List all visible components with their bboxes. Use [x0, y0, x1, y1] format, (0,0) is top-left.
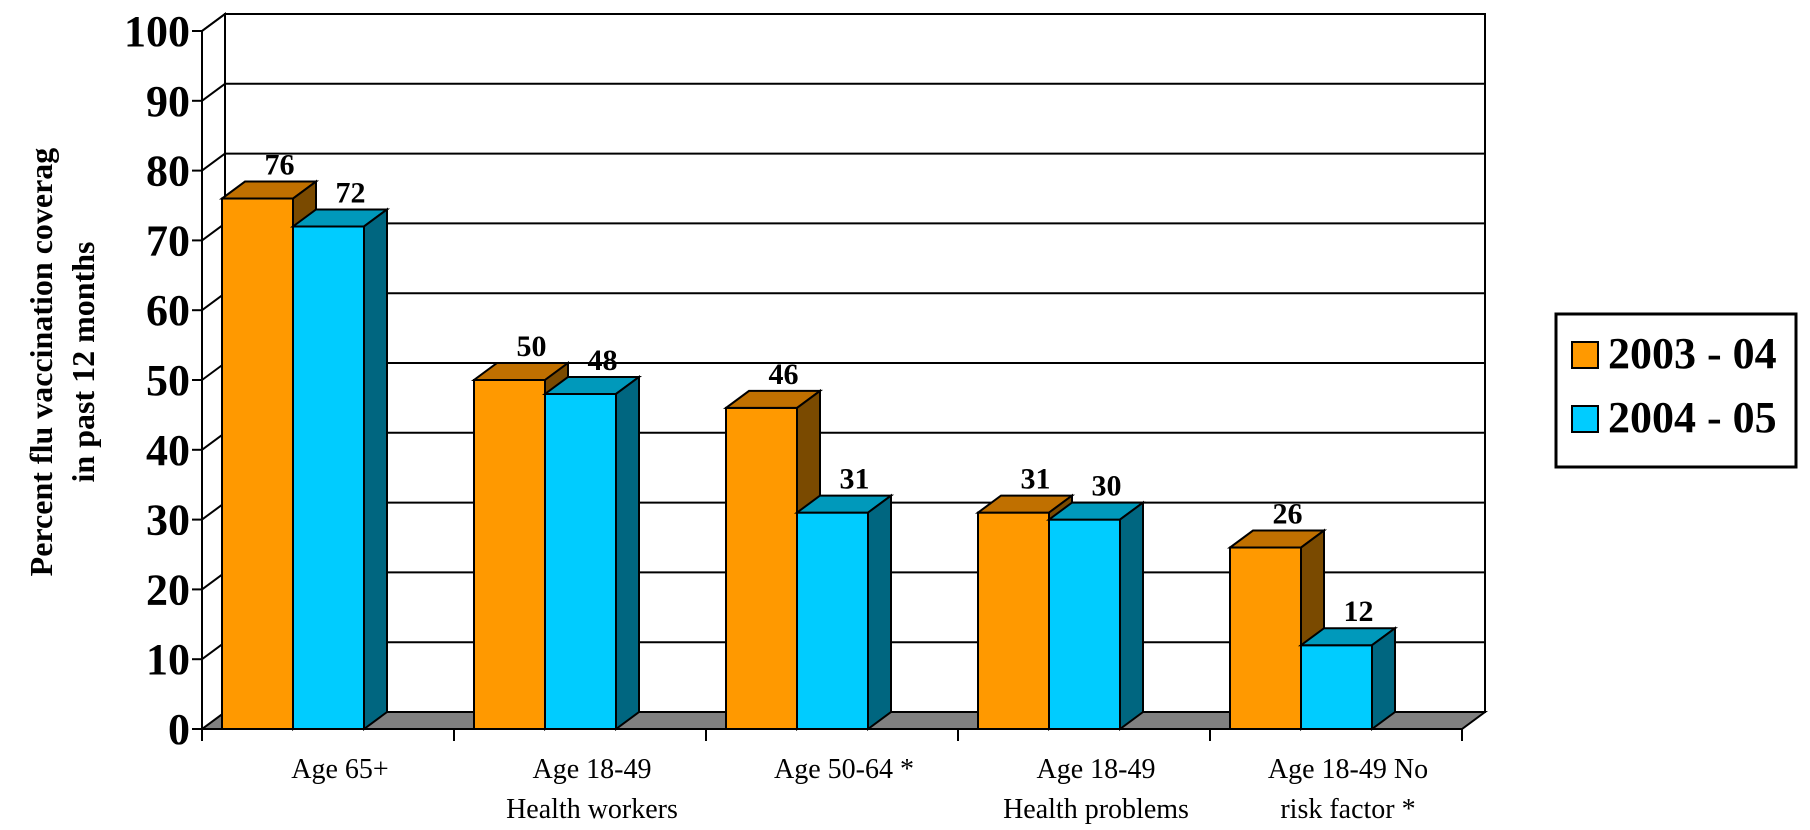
y-tick-label: 60: [146, 286, 190, 335]
legend-swatch: [1571, 405, 1599, 433]
bar-front: [544, 392, 617, 730]
y-tick-label: 10: [146, 635, 190, 684]
bar-side: [1119, 500, 1144, 731]
y-tick-label: 30: [146, 496, 190, 545]
legend-label: 2004 - 05: [1608, 393, 1777, 442]
data-label: 31: [1021, 463, 1051, 496]
x-tick-label-line: Age 50-64 *: [774, 754, 914, 785]
x-tick-label-line: Health workers: [506, 794, 678, 825]
x-tick-label: Age 18-49 No risk factor *: [1268, 754, 1428, 825]
data-label: 46: [769, 358, 799, 391]
legend-swatch: [1571, 341, 1599, 369]
y-tick-label: 50: [146, 356, 190, 405]
data-label: 26: [1273, 498, 1303, 531]
x-tick-label-line: Age 18-49: [533, 754, 652, 785]
y-tick-label: 40: [146, 426, 190, 475]
x-tick-label: Age 50-64 *: [774, 754, 914, 785]
bar: [793, 493, 895, 731]
bar-side: [1371, 626, 1396, 731]
bar-side: [615, 374, 640, 731]
x-axis: Age 65+ Age 18-49 Health workers Age 50-64 …: [201, 728, 1463, 825]
x-tick-label-line: Age 18-49: [1037, 754, 1156, 785]
y-axis: 0 10 20 30 40 50 60 70 80 90 100: [124, 7, 203, 754]
legend: 2003 - 04 2004 - 05: [1554, 312, 1798, 469]
y-tick-label: 80: [146, 147, 190, 196]
y-axis-title-text: Percent flu vaccination coverag in past 1…: [23, 148, 101, 577]
bars: [218, 179, 1399, 731]
data-label: 48: [588, 344, 618, 377]
x-tick-label-line: Age 18-49 No: [1268, 754, 1428, 785]
x-tick-label: Age 18-49 Health workers: [506, 754, 678, 825]
bar-front: [796, 511, 869, 730]
x-tick-label: Age 65+: [291, 754, 388, 785]
bar-front: [725, 406, 798, 730]
x-tick-label-line: Health problems: [1003, 794, 1189, 825]
bar-front: [292, 225, 365, 730]
data-label: 50: [517, 330, 547, 363]
y-tick-label: 0: [168, 705, 190, 754]
data-label: 72: [336, 176, 366, 209]
y-tick-label: 20: [146, 565, 190, 614]
y-tick-label: 70: [146, 216, 190, 265]
data-label: 30: [1092, 470, 1122, 503]
y-tick-label: 90: [146, 77, 190, 126]
y-tick-label: 100: [124, 7, 190, 56]
x-tick-label-line: risk factor *: [1280, 794, 1415, 825]
data-label: 76: [265, 149, 295, 182]
gridline-side: [201, 82, 226, 102]
bar: [1297, 626, 1399, 731]
y-axis-title: Percent flu vaccination coverag in past 1…: [23, 148, 101, 577]
y-axis-title-line: in past 12 months: [65, 242, 101, 483]
bar: [1045, 500, 1147, 731]
bar-front: [473, 379, 546, 730]
x-tick-label: Age 18-49 Health problems: [1003, 754, 1189, 825]
gridline-side: [201, 152, 226, 172]
bar: [541, 374, 643, 731]
legend-label: 2003 - 04: [1608, 329, 1777, 378]
bar-front: [1300, 644, 1373, 730]
bar: [289, 207, 391, 731]
bar-front: [1048, 518, 1121, 730]
data-labels: 76 72 50 48 46 31 31 30 26 12: [265, 149, 1374, 629]
bar-side: [867, 493, 892, 731]
bar-front: [221, 197, 294, 730]
bar-side: [363, 207, 388, 731]
bar: [470, 361, 572, 731]
bar-front: [1229, 546, 1302, 731]
legend-box: [1554, 312, 1798, 469]
y-axis-title-line: Percent flu vaccination coverag: [23, 148, 59, 577]
data-label: 12: [1344, 595, 1374, 628]
data-label: 31: [840, 463, 870, 496]
gridline-side: [201, 13, 226, 32]
x-tick-label-line: Age 65+: [291, 754, 388, 785]
bar-front: [977, 511, 1050, 730]
